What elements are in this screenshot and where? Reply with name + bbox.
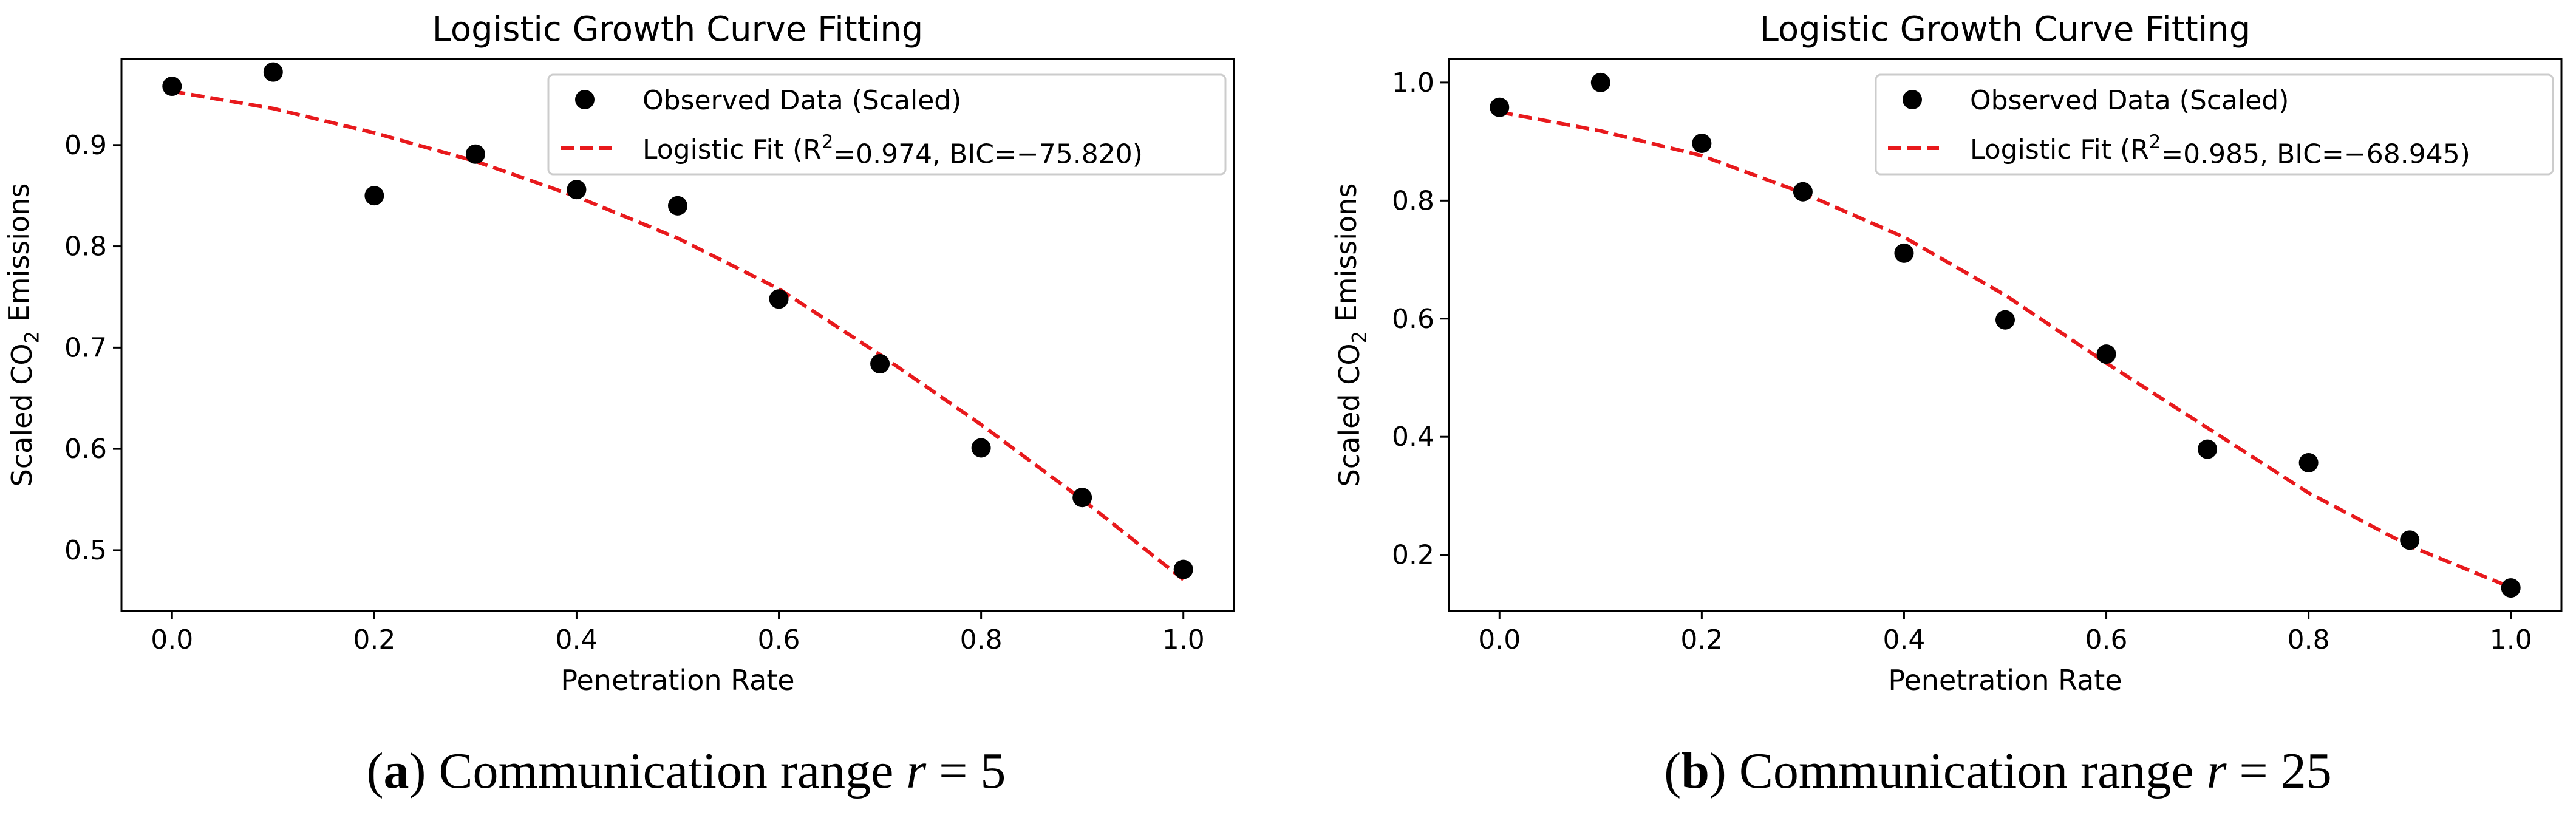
caption-a-text: Communication range (438, 743, 894, 799)
chart-b-data-point (1590, 72, 1610, 92)
caption-a: (a) Communication range r = 5 (366, 743, 1006, 799)
chart-a-data-point (465, 144, 485, 164)
chart-b-ylabel-part-0: Scaled CO (1333, 343, 1366, 486)
chart-a-xlabel: Penetration Rate (561, 664, 794, 697)
chart-b-data-point (1793, 182, 1813, 202)
chart-a-data-point (567, 180, 587, 200)
chart-b-fit-line (1499, 110, 2512, 589)
chart-b-data-point (1894, 243, 1914, 263)
chart-b: Logistic Growth Curve Fitting 0.0 0.2 0.4 0.… (1330, 10, 2563, 697)
chart-a-data-point (364, 186, 384, 206)
chart-b-xtick-label: 0.4 (1883, 624, 1925, 655)
chart-b-title: Logistic Growth Curve Fitting (1760, 10, 2251, 49)
caption-b-value: = 25 (2239, 743, 2332, 799)
caption-a-value: = 5 (939, 743, 1006, 799)
chart-b-legend-box (1875, 73, 2554, 176)
chart-b-legend-marker (1903, 90, 1922, 109)
chart-a-legend-label-observed: Observed Data (Scaled) (642, 85, 961, 116)
caption-a-letter: a (383, 743, 409, 799)
chart-a-fit-line (171, 89, 1185, 581)
chart-a-xtick-label: 0.6 (758, 624, 800, 655)
chart-b-ytick-label: 0.8 (1392, 185, 1434, 216)
chart-a-data-point (1072, 488, 1092, 508)
caption-b-variable: r (2206, 743, 2227, 799)
chart-b-data-point (2298, 452, 2319, 472)
chart-b-data-point (2096, 344, 2116, 364)
chart-b-data-point (1490, 97, 1510, 117)
chart-a-ylabel-part-2: Emissions (2, 183, 35, 331)
chart-a-data-point (162, 77, 182, 97)
chart-a-data-point (870, 354, 890, 374)
chart-a-data-point (668, 196, 687, 216)
chart-a-legend-label-fit-part-0: Logistic Fit (R (642, 134, 822, 165)
chart-b-xtick-label: 0.6 (2085, 624, 2128, 655)
chart-a-plot-frame (120, 58, 1235, 612)
chart-a-xtick-label: 0.0 (151, 624, 193, 655)
chart-a-title: Logistic Growth Curve Fitting (432, 10, 924, 49)
chart-a-ytick-label: 0.8 (64, 231, 107, 262)
chart-a-ylabel-part-0: Scaled CO (5, 343, 38, 486)
caption-b-text: Communication range (1739, 743, 2194, 799)
chart-b-ylabel-part-2: Emissions (1330, 183, 1363, 331)
chart-b-legend-label-fit-part-0: Logistic Fit (R (1970, 134, 2149, 165)
chart-a-data-point (769, 289, 789, 309)
chart-a-legend-label-fit-part-1: 2 (822, 131, 834, 153)
chart-b-xtick-label: 0.2 (1680, 624, 1723, 655)
chart-a-ytick-label: 0.9 (64, 130, 107, 161)
chart-b-data-point (2198, 439, 2218, 459)
chart-a-ytick-label: 0.5 (64, 535, 107, 566)
chart-b-ytick-label: 0.4 (1392, 421, 1434, 452)
chart-a-ytick-label: 0.6 (64, 434, 107, 465)
chart-a-ylabel-part-1: 2 (20, 331, 43, 343)
caption-a-variable: r (906, 743, 927, 799)
chart-b-data-point (2501, 578, 2521, 598)
chart-a-legend: Observed Data (Scaled) Logistic Fit (R2=0… (547, 73, 1227, 176)
chart-a-legend-box (547, 73, 1227, 176)
chart-a-ylabel: Scaled CO2 Emissions (2, 183, 43, 487)
chart-a-data-point (971, 438, 991, 458)
chart-a-data-point (1173, 559, 1193, 579)
chart-b-ylabel: Scaled CO2 Emissions (1330, 183, 1371, 487)
chart-b-legend-label-fit-part-1: 2 (2149, 131, 2161, 153)
caption-b-letter: b (1681, 743, 1709, 799)
chart-b-data-point (1995, 310, 2015, 330)
chart-b-legend-label-observed: Observed Data (Scaled) (1970, 85, 2289, 116)
chart-b-data-point (1692, 134, 1712, 154)
caption-b: (b) Communication range r = 25 (1664, 743, 2332, 799)
chart-b-legend-label-fit: Logistic Fit (R2=0.985, BIC=−68.945) (1970, 131, 2470, 169)
chart-b-plot-frame (1448, 58, 2563, 612)
chart-b-ytick-label: 0.6 (1392, 304, 1434, 335)
chart-b-xtick-label: 1.0 (2490, 624, 2532, 655)
chart-a-legend-label-fit: Logistic Fit (R2=0.974, BIC=−75.820) (642, 131, 1143, 169)
chart-b-legend-label-fit-part-2: =0.985, BIC=−68.945) (2161, 138, 2470, 169)
chart-a-xtick-label: 0.4 (555, 624, 598, 655)
chart-b-data-point (2400, 530, 2420, 550)
chart-b-ylabel-part-1: 2 (1348, 331, 1371, 343)
chart-a-legend-label-fit-part-2: =0.974, BIC=−75.820) (833, 138, 1143, 169)
chart-a: Logistic Growth Curve Fitting 0.0 0.2 0.4 0.… (2, 10, 1235, 697)
chart-b-legend: Observed Data (Scaled) Logistic Fit (R2=0… (1875, 73, 2554, 176)
chart-b-ytick-label: 0.2 (1392, 540, 1434, 571)
chart-a-xtick-label: 1.0 (1162, 624, 1205, 655)
chart-b-xtick-label: 0.8 (2288, 624, 2330, 655)
chart-b-xtick-label: 0.0 (1478, 624, 1521, 655)
chart-a-ytick-label: 0.7 (64, 332, 107, 363)
chart-a-legend-marker (575, 90, 595, 109)
chart-b-xlabel: Penetration Rate (1888, 664, 2122, 697)
chart-a-xtick-label: 0.8 (960, 624, 1003, 655)
chart-b-ytick-label: 1.0 (1392, 67, 1434, 98)
chart-a-xtick-label: 0.2 (353, 624, 395, 655)
chart-a-data-point (263, 62, 283, 82)
